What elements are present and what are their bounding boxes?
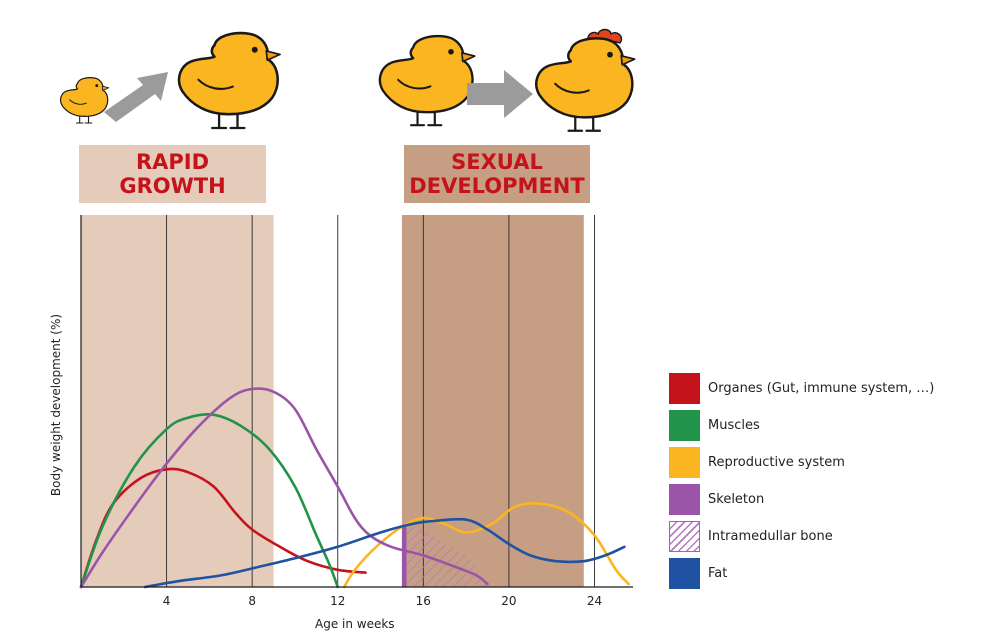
x-tick-label: 4 — [163, 594, 171, 608]
sexual-development-band — [401, 215, 584, 587]
legend-item: Skeleton — [669, 483, 764, 515]
legend-swatch — [669, 483, 700, 515]
rapid-growth-band — [81, 215, 274, 587]
intramedullar-bone-bar — [401, 526, 407, 587]
legend-swatch — [669, 557, 700, 589]
muscles-line — [79, 413, 339, 589]
x-tick-label: 12 — [330, 594, 345, 608]
legend-label: Skeleton — [708, 491, 765, 507]
x-axis-title: Age in weeks — [315, 617, 395, 631]
legend-swatch — [669, 520, 700, 552]
legend-swatch — [669, 409, 700, 441]
x-tick-label: 24 — [587, 594, 602, 608]
legend-label: Muscles — [708, 417, 760, 433]
fat-line — [143, 517, 626, 589]
x-tick-label: 16 — [416, 594, 431, 608]
legend-label: Reproductive system — [708, 454, 845, 470]
legend-item: Organes (Gut, immune system, …) — [669, 372, 934, 404]
rapid-growth-label: RAPID GROWTH — [79, 145, 266, 203]
legend-label: Fat — [708, 565, 728, 581]
legend-item: Reproductive system — [669, 446, 845, 478]
reproductive-system-line — [342, 502, 630, 589]
x-tick-label: 20 — [501, 594, 516, 608]
legend-swatch — [669, 372, 700, 404]
legend-item: Intramedullar bone — [669, 520, 833, 552]
skeleton-line — [79, 387, 489, 589]
legend-item: Muscles — [669, 409, 760, 441]
icon-row — [59, 28, 636, 133]
gray-arrow-right-icon — [467, 70, 533, 118]
x-tick-label: 8 — [248, 594, 256, 608]
gray-arrow-up-right-icon — [104, 72, 168, 122]
sexual-development-label: SEXUAL DEVELOPMENT — [404, 145, 590, 203]
legend-item: Fat — [669, 557, 727, 589]
legend-label: Intramedullar bone — [708, 528, 833, 544]
legend-label: Organes (Gut, immune system, …) — [708, 380, 935, 396]
hen-icon — [535, 28, 636, 133]
y-axis-title: Body weight development (%) — [49, 313, 63, 497]
legend-swatch — [669, 446, 700, 478]
